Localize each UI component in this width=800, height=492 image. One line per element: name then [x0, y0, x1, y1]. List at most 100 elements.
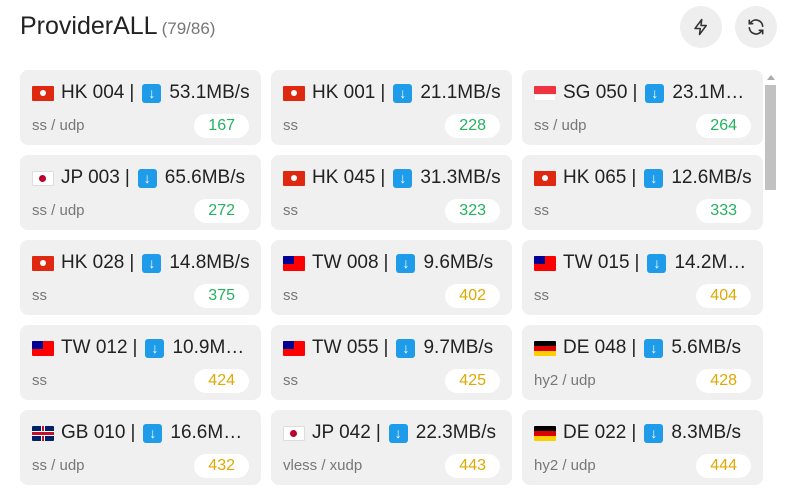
refresh-button[interactable]: [735, 6, 777, 48]
proxy-type: ss: [283, 287, 298, 304]
proxy-card[interactable]: DE 048 | ↓ 5.6MB/s hy2 / udp 428: [522, 325, 763, 400]
proxy-type: ss: [534, 202, 549, 219]
separator: |: [632, 82, 638, 103]
proxy-speed: 22.3MB/s: [415, 422, 497, 443]
proxy-card[interactable]: SG 050 | ↓ 23.1MB/s ss / udp 264: [522, 70, 763, 145]
proxy-card[interactable]: TW 008 | ↓ 9.6MB/s ss 402: [271, 240, 512, 315]
separator: |: [129, 82, 135, 103]
proxy-title: TW 008 | ↓ 9.6MB/s: [283, 252, 501, 274]
proxy-card[interactable]: TW 012 | ↓ 10.9MB/s ss 424: [20, 325, 261, 400]
separator: |: [383, 252, 389, 273]
proxy-name: TW 012: [61, 337, 128, 358]
proxy-name: DE 048: [563, 337, 627, 358]
proxy-card[interactable]: HK 045 | ↓ 31.3MB/s ss 323: [271, 155, 512, 230]
download-icon: ↓: [393, 83, 413, 103]
proxy-title: TW 012 | ↓ 10.9MB/s: [32, 337, 250, 359]
flag-hk-icon: [283, 170, 305, 186]
proxy-card[interactable]: GB 010 | ↓ 16.6MB/s ss / udp 432: [20, 410, 261, 485]
latency-badge[interactable]: 428: [696, 369, 751, 393]
proxy-speed: 53.1MB/s: [169, 82, 250, 103]
proxy-name: DE 022: [563, 422, 627, 443]
proxy-name: HK 001: [312, 82, 376, 103]
separator: |: [631, 337, 637, 358]
proxy-name: JP 003: [61, 167, 120, 188]
download-icon: ↓: [644, 168, 664, 188]
proxy-type: hy2 / udp: [534, 372, 596, 389]
proxy-card[interactable]: HK 028 | ↓ 14.8MB/s ss 375: [20, 240, 261, 315]
proxy-name: HK 065: [563, 167, 627, 188]
latency-badge[interactable]: 264: [696, 114, 751, 138]
proxy-title: TW 055 | ↓ 9.7MB/s: [283, 337, 501, 359]
latency-badge[interactable]: 272: [194, 199, 249, 223]
proxy-type: ss / udp: [32, 457, 85, 474]
separator: |: [132, 337, 138, 358]
latency-badge[interactable]: 443: [445, 454, 500, 478]
proxy-type: ss: [283, 117, 298, 134]
separator: |: [130, 422, 136, 443]
flag-de-icon: [534, 340, 556, 356]
scroll-up-arrow[interactable]: [767, 75, 775, 80]
latency-badge[interactable]: 432: [194, 454, 249, 478]
proxy-name: HK 028: [61, 252, 125, 273]
proxy-type: ss: [283, 372, 298, 389]
scrollbar[interactable]: [764, 72, 778, 486]
proxy-name: JP 042: [312, 422, 371, 443]
latency-badge[interactable]: 404: [696, 284, 751, 308]
flag-tw-icon: [283, 340, 305, 356]
proxy-type: hy2 / udp: [534, 457, 596, 474]
latency-badge[interactable]: 228: [445, 114, 500, 138]
flag-hk-icon: [283, 85, 305, 101]
proxy-name: GB 010: [61, 422, 126, 443]
latency-badge[interactable]: 333: [696, 199, 751, 223]
scrollbar-thumb[interactable]: [765, 85, 776, 190]
proxy-card[interactable]: JP 042 | ↓ 22.3MB/s vless / xudp 443: [271, 410, 512, 485]
proxy-speed: 31.3MB/s: [420, 167, 501, 188]
flag-tw-icon: [283, 255, 305, 271]
latency-badge[interactable]: 323: [445, 199, 500, 223]
download-icon: ↓: [644, 423, 664, 443]
proxy-speed: 14.2MB/s: [674, 252, 752, 273]
proxy-speed: 12.6MB/s: [671, 167, 752, 188]
proxy-speed: 23.1MB/s: [672, 82, 752, 103]
separator: |: [631, 422, 637, 443]
proxy-type: ss / udp: [32, 117, 85, 134]
separator: |: [124, 167, 130, 188]
latency-badge[interactable]: 375: [194, 284, 249, 308]
proxy-card[interactable]: TW 015 | ↓ 14.2MB/s ss 404: [522, 240, 763, 315]
proxy-card[interactable]: JP 003 | ↓ 65.6MB/s ss / udp 272: [20, 155, 261, 230]
flag-hk-icon: [534, 170, 556, 186]
proxy-card[interactable]: HK 004 | ↓ 53.1MB/s ss / udp 167: [20, 70, 261, 145]
proxy-name: TW 008: [312, 252, 379, 273]
proxy-title: DE 048 | ↓ 5.6MB/s: [534, 337, 752, 359]
proxy-card[interactable]: DE 022 | ↓ 8.3MB/s hy2 / udp 444: [522, 410, 763, 485]
flag-de-icon: [534, 425, 556, 441]
download-icon: ↓: [647, 253, 667, 273]
proxy-speed: 5.6MB/s: [671, 337, 742, 358]
separator: |: [380, 82, 386, 103]
proxy-speed: 8.3MB/s: [671, 422, 742, 443]
proxy-card[interactable]: HK 065 | ↓ 12.6MB/s ss 333: [522, 155, 763, 230]
latency-badge[interactable]: 425: [445, 369, 500, 393]
proxy-card[interactable]: HK 001 | ↓ 21.1MB/s ss 228: [271, 70, 512, 145]
provider-name: ProviderALL: [20, 12, 158, 40]
flag-tw-icon: [534, 255, 556, 271]
health-check-button[interactable]: [680, 6, 722, 48]
separator: |: [375, 422, 381, 443]
separator: |: [129, 252, 135, 273]
latency-badge[interactable]: 444: [696, 454, 751, 478]
latency-badge[interactable]: 424: [194, 369, 249, 393]
proxy-name: HK 045: [312, 167, 376, 188]
proxy-speed: 9.6MB/s: [423, 252, 494, 273]
proxy-speed: 9.7MB/s: [423, 337, 494, 358]
flag-jp-icon: [283, 425, 305, 441]
proxy-speed: 14.8MB/s: [169, 252, 250, 273]
proxy-speed: 16.6MB/s: [170, 422, 250, 443]
proxy-type: ss: [283, 202, 298, 219]
proxy-title: HK 004 | ↓ 53.1MB/s: [32, 82, 250, 104]
latency-badge[interactable]: 402: [445, 284, 500, 308]
latency-badge[interactable]: 167: [194, 114, 249, 138]
proxy-name: TW 015: [563, 252, 630, 273]
proxy-title: TW 015 | ↓ 14.2MB/s: [534, 252, 752, 274]
proxy-card[interactable]: TW 055 | ↓ 9.7MB/s ss 425: [271, 325, 512, 400]
download-icon: ↓: [396, 338, 416, 358]
